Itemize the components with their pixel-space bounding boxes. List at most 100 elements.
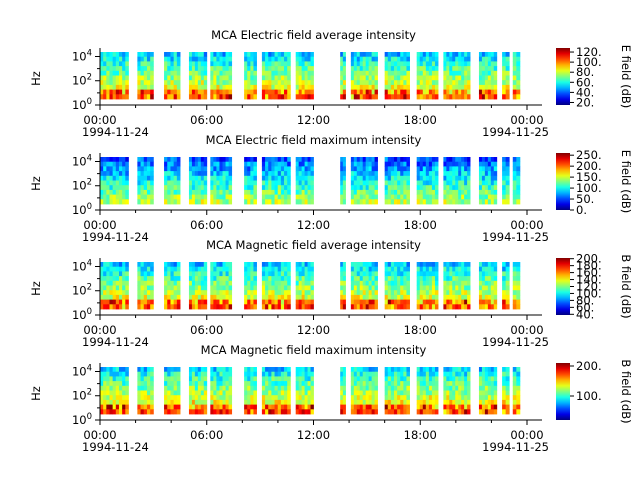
spectrogram-cell (464, 304, 468, 310)
spectrogram-cell (284, 175, 288, 181)
spectrogram-cell (342, 271, 346, 277)
spectrogram-cell (304, 390, 308, 396)
spectrogram-cell (213, 285, 217, 291)
spectrogram-cell (422, 262, 427, 268)
spectrogram-cell (200, 276, 205, 282)
spectrogram-cell (403, 70, 407, 76)
spectrogram-cell (140, 371, 145, 377)
colorbar-label: B field (dB) (619, 254, 633, 318)
spectrogram-cell (216, 80, 220, 86)
spectrogram-cell (397, 395, 401, 401)
spectrogram-cell (350, 285, 355, 291)
spectrogram-cell (493, 276, 498, 282)
spectrogram-cell (452, 194, 456, 200)
spectrogram-cell (100, 376, 104, 382)
spectrogram-cell (403, 376, 407, 382)
spectrogram-cell (394, 75, 398, 81)
spectrogram-cell (340, 376, 344, 382)
x-tick-label: 12:00 (297, 428, 330, 442)
spectrogram-cell (140, 157, 145, 163)
spectrogram-cell (295, 385, 300, 391)
spectrogram-cell (137, 371, 141, 377)
spectrogram-cell (253, 161, 257, 167)
spectrogram-cell (406, 157, 410, 163)
spectrogram-cell (222, 199, 226, 205)
colorbar: 0.50.100.150.200.250. E field (dB) (556, 148, 633, 217)
spectrogram-cell (353, 161, 358, 167)
spectrogram-cell (253, 175, 257, 181)
spectrogram-cell (505, 294, 510, 300)
colorbar-tick-label: 100. (576, 55, 602, 69)
spectrogram-cell (516, 404, 521, 410)
spectrogram-cell (371, 171, 375, 177)
spectrogram-cell (455, 390, 459, 396)
spectrogram-cell (384, 166, 389, 172)
spectrogram-cell (301, 290, 306, 296)
spectrogram-cell (109, 180, 114, 186)
spectrogram-cell (287, 304, 291, 310)
spectrogram-cell (197, 404, 202, 410)
spectrogram-cell (150, 166, 154, 172)
spectrogram-cell (342, 56, 346, 62)
spectrogram-cell (387, 409, 392, 415)
spectrogram-cell (115, 385, 120, 391)
spectrogram-cell (403, 161, 407, 167)
spectrogram-cell (516, 157, 521, 163)
spectrogram-cell (228, 75, 233, 81)
spectrogram-cell (122, 84, 126, 90)
spectrogram-cell (194, 376, 199, 382)
spectrogram-cell (512, 61, 517, 67)
spectrogram-cell (310, 157, 314, 163)
spectrogram-cell (225, 180, 230, 186)
spectrogram-cell (194, 262, 199, 268)
spectrogram-cell (287, 367, 291, 373)
spectrogram-cell (467, 299, 471, 305)
spectrogram-cell (431, 70, 436, 76)
spectrogram-cell (122, 385, 126, 391)
spectrogram-cell (106, 166, 110, 172)
spectrogram-cell (100, 70, 104, 76)
spectrogram-cell (164, 166, 168, 172)
spectrogram-cell (371, 381, 375, 387)
spectrogram-cell (452, 294, 456, 300)
spectrogram-cell (203, 66, 208, 72)
spectrogram-cell (368, 194, 373, 200)
spectrogram-cell (342, 189, 346, 195)
spectrogram-cell (304, 52, 308, 58)
spectrogram-cell (371, 66, 375, 72)
spectrogram-cell (103, 271, 107, 277)
spectrogram-cell (219, 185, 223, 191)
spectrogram-cell (446, 199, 450, 205)
spectrogram-cell (449, 189, 453, 195)
spectrogram-cell (271, 385, 275, 391)
spectrogram-cell (284, 80, 288, 86)
spectrogram-cell (307, 381, 311, 387)
colorbar-tick-label: 180. (576, 259, 602, 273)
spectrogram-cell (100, 299, 104, 305)
spectrogram-cell (350, 189, 355, 195)
spectrogram-cell (505, 299, 510, 305)
spectrogram-cell (481, 376, 486, 382)
spectrogram-cell (280, 409, 285, 415)
spectrogram-cell (371, 175, 375, 181)
spectrogram-cell (359, 89, 364, 95)
spectrogram-cell (419, 376, 424, 382)
spectrogram-cell (125, 199, 129, 205)
spectrogram-cell (365, 185, 370, 191)
spectrogram-cell (505, 66, 510, 72)
spectrogram-cell (365, 89, 370, 95)
spectrogram-cell (167, 304, 171, 310)
spectrogram-cell (103, 390, 107, 396)
spectrogram-cell (416, 166, 421, 172)
spectrogram-cell (213, 290, 217, 296)
spectrogram-cell (416, 304, 421, 310)
spectrogram-cell (403, 294, 407, 300)
y-tick-label: 102 (72, 178, 92, 193)
spectrogram-cell (350, 280, 355, 286)
spectrogram-cell (467, 61, 471, 67)
colorbar-tick-label: 120. (576, 280, 602, 294)
spectrogram-cell (167, 266, 171, 272)
spectrogram-cell (362, 180, 367, 186)
spectrogram-cell (167, 367, 171, 373)
spectrogram-cell (280, 171, 285, 177)
